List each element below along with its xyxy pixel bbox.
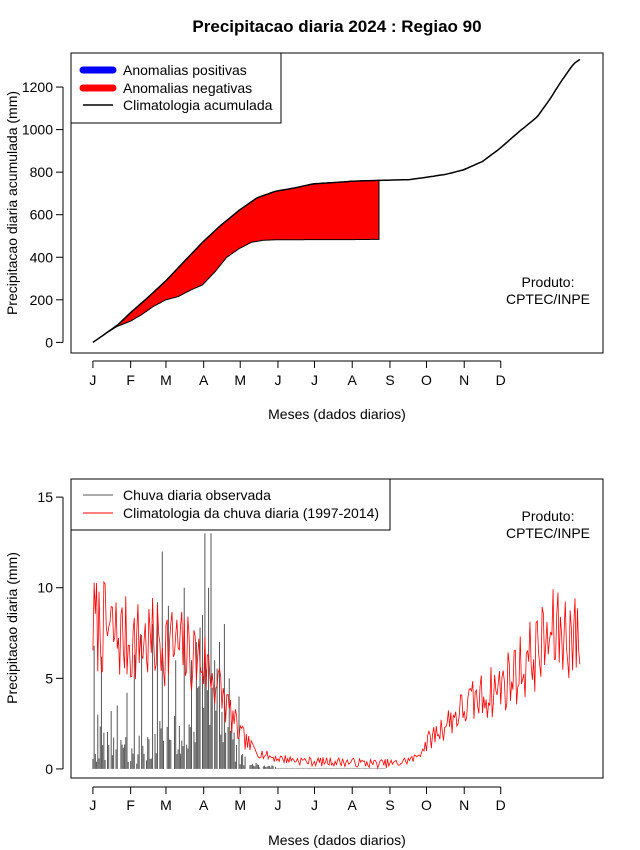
accumulated-xtick-label: J: [311, 372, 318, 388]
legend-climatology-label: Climatologia acumulada: [123, 97, 273, 113]
accumulated-ytick-label: 400: [30, 249, 54, 265]
daily-xtick-label: O: [421, 797, 432, 813]
figure-title: Precipitacao diaria 2024 : Regiao 90: [192, 17, 481, 36]
accumulated-xlabel: Meses (dados diarios): [268, 406, 406, 422]
daily-product-source: CPTEC/INPE: [506, 525, 590, 541]
accumulated-ytick-label: 0: [45, 334, 53, 350]
daily-xtick-label: J: [275, 797, 282, 813]
daily-xtick-label: N: [459, 797, 469, 813]
accumulated-xtick-label: O: [421, 372, 432, 388]
daily-ytick-label: 0: [45, 761, 53, 777]
accumulated-xtick-label: A: [199, 372, 209, 388]
daily-panel: 0 5 10 15 J F M A M J J A S O N D Precipitacao diaria (…: [4, 478, 604, 848]
accumulated-product-label: Produto:: [522, 274, 575, 290]
accumulated-panel: 0 200 400 600 800 1000 1200 J F M A M J J A S O N D Precip…: [4, 52, 604, 422]
legend-daily-climatology-label: Climatologia da chuva diaria (1997-2014): [123, 505, 379, 521]
accumulated-ytick-label: 200: [30, 292, 54, 308]
accumulated-xtick-label: N: [459, 372, 469, 388]
accumulated-ylabel: Precipitacao diaria acumulada (mm): [4, 91, 20, 315]
legend-positive-label: Anomalias positivas: [123, 62, 247, 78]
negative-anomaly-area: [92, 179, 380, 343]
legend-observed-label: Chuva diaria observada: [123, 487, 271, 503]
daily-ylabel: Precipitacao diaria (mm): [4, 552, 20, 704]
accumulated-xtick-label: J: [89, 372, 96, 388]
accumulated-ytick-label: 600: [30, 207, 54, 223]
legend-negative-label: Anomalias negativas: [123, 80, 252, 96]
accumulated-xtick-label: J: [275, 372, 282, 388]
accumulated-xtick-label: D: [496, 372, 506, 388]
daily-legend-box: [70, 478, 391, 531]
accumulated-plot-frame: [70, 52, 604, 354]
accumulated-xtick-label: F: [126, 372, 135, 388]
daily-ytick-label: 5: [45, 670, 53, 686]
daily-xtick-label: M: [234, 797, 246, 813]
accumulated-legend: Anomalias positivas Anomalias negativas …: [70, 52, 282, 124]
accumulated-ytick-label: 1200: [22, 79, 53, 95]
accumulated-xtick-label: M: [234, 372, 246, 388]
accumulated-xtick-label: M: [160, 372, 172, 388]
daily-xtick-label: M: [160, 797, 172, 813]
daily-xtick-label: A: [348, 797, 358, 813]
accumulated-xtick-label: A: [348, 372, 358, 388]
daily-xtick-label: J: [311, 797, 318, 813]
daily-xlabel: Meses (dados diarios): [268, 832, 406, 848]
daily-xtick-label: A: [199, 797, 209, 813]
accumulated-product-source: CPTEC/INPE: [506, 291, 590, 307]
daily-product-label: Produto:: [522, 508, 575, 524]
daily-climatology-line: [92, 580, 581, 770]
daily-ytick-label: 15: [37, 489, 53, 505]
accumulated-ytick-label: 1000: [22, 122, 53, 138]
accumulated-ytick-label: 800: [30, 164, 54, 180]
accumulated-xtick-label: S: [385, 372, 394, 388]
daily-xtick-label: F: [126, 797, 135, 813]
daily-xtick-label: S: [385, 797, 394, 813]
daily-ytick-label: 10: [37, 580, 53, 596]
daily-xtick-label: J: [89, 797, 96, 813]
daily-xtick-label: D: [496, 797, 506, 813]
daily-legend: Chuva diaria observada Climatologia da c…: [70, 478, 391, 531]
climatology-cumulative-line: [92, 58, 581, 344]
